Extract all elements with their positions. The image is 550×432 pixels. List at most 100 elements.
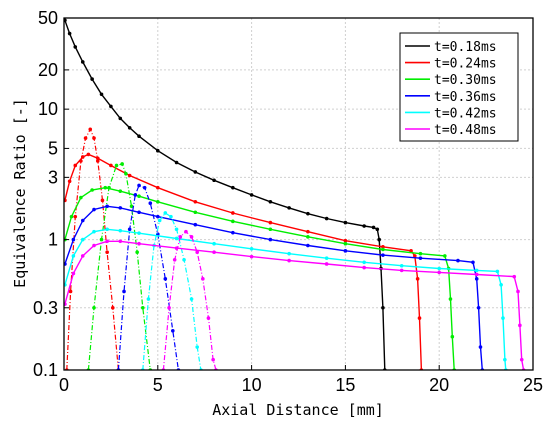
data-point-t-0-42ms: [503, 357, 507, 362]
data-point-t-0-30ms: [99, 237, 104, 242]
data-point-t-0-36ms: [306, 243, 310, 248]
data-point-t-0-42ms: [495, 269, 500, 274]
data-point-t-0-42ms: [137, 231, 141, 235]
data-point-t-0-18ms: [231, 185, 235, 190]
data-point-t-0-48ms: [184, 229, 188, 234]
series-line-t-0-30ms: [64, 186, 455, 370]
data-point-t-0-24ms: [413, 254, 417, 258]
data-point-t-0-30ms: [118, 189, 123, 193]
data-point-t-0-18ms: [174, 160, 179, 165]
data-point-t-0-48ms: [118, 239, 123, 244]
data-point-t-0-42ms: [174, 236, 179, 241]
legend-box: [399, 32, 519, 142]
data-point-t-0-18ms: [90, 77, 94, 81]
series-dashdot-t-0-30ms: [87, 163, 151, 370]
data-point-t-0-30ms: [450, 334, 455, 339]
data-point-t-0-30ms: [124, 171, 128, 176]
legend-entry: t=0.18ms: [434, 40, 497, 55]
data-point-t-0-24ms: [381, 245, 385, 249]
data-point-t-0-24ms: [110, 305, 115, 310]
data-point-t-0-18ms: [99, 92, 104, 97]
y-tick-label: 10: [38, 99, 58, 119]
series-dashdot-t-0-48ms: [162, 230, 217, 370]
data-point-t-0-24ms: [68, 289, 73, 294]
data-point-t-0-24ms: [415, 277, 420, 281]
data-point-t-0-48ms: [518, 323, 522, 328]
y-tick-label: 50: [38, 8, 58, 28]
data-point-t-0-18ms: [118, 116, 123, 121]
data-point-t-0-42ms: [105, 227, 109, 232]
data-point-t-0-18ms: [324, 216, 329, 221]
data-point-t-0-42ms: [501, 316, 505, 320]
data-point-t-0-30ms: [381, 247, 385, 252]
data-point-t-0-42ms: [212, 241, 216, 246]
data-point-t-0-42ms: [195, 345, 199, 349]
y-tick-label: 20: [38, 60, 58, 80]
data-point-t-0-48ms: [474, 272, 479, 277]
data-point-t-0-42ms: [118, 228, 123, 233]
data-point-t-0-36ms: [64, 262, 67, 266]
data-point-t-0-48ms: [211, 357, 215, 362]
data-point-t-0-48ms: [437, 270, 442, 275]
data-point-t-0-42ms: [287, 251, 291, 256]
data-point-t-0-36ms: [381, 253, 385, 257]
data-point-t-0-18ms: [212, 178, 216, 183]
data-point-t-0-42ms: [163, 211, 168, 215]
data-point-t-0-30ms: [137, 194, 141, 199]
data-point-t-0-18ms: [137, 134, 141, 139]
data-point-t-0-24ms: [306, 229, 310, 234]
data-point-t-0-42ms: [71, 254, 76, 258]
data-point-t-0-30ms: [193, 210, 198, 215]
y-axis: 0.1 0.3 1 3 5 10 20 50: [33, 8, 69, 380]
data-point-t-0-48ms: [71, 271, 76, 276]
data-point-t-0-24ms: [193, 199, 198, 204]
data-point-t-0-30ms: [69, 214, 74, 219]
data-point-t-0-36ms: [122, 289, 126, 294]
data-point-t-0-18ms: [64, 18, 67, 23]
data-point-t-0-48ms: [178, 235, 183, 239]
data-point-t-0-36ms: [474, 277, 479, 281]
data-point-t-0-42ms: [437, 266, 442, 271]
data-point-t-0-24ms: [268, 220, 273, 225]
x-tick-label: 5: [153, 375, 163, 395]
x-axis-label: Axial Distance [mm]: [212, 401, 384, 419]
data-point-t-0-48ms: [516, 289, 520, 294]
data-point-t-0-24ms: [86, 152, 91, 157]
data-point-t-0-36ms: [456, 258, 460, 263]
data-point-t-0-24ms: [92, 136, 96, 140]
legend-entry: t=0.24ms: [434, 57, 497, 72]
data-point-t-0-30ms: [140, 305, 145, 310]
data-point-t-0-18ms: [381, 305, 385, 310]
data-point-t-0-36ms: [471, 260, 475, 265]
data-point-t-0-42ms: [92, 229, 96, 234]
data-point-t-0-18ms: [193, 170, 198, 174]
data-point-t-0-42ms: [182, 257, 186, 262]
series-line-t-0-36ms: [64, 205, 483, 370]
data-point-t-0-24ms: [95, 159, 100, 163]
data-point-t-0-24ms: [105, 250, 109, 255]
series-dashdot-t-0-36ms: [117, 184, 179, 370]
data-point-t-0-36ms: [171, 328, 175, 333]
data-point-t-0-24ms: [127, 173, 132, 178]
data-point-t-0-48ms: [92, 243, 96, 248]
data-point-t-0-30ms: [268, 227, 273, 232]
data-point-t-0-48ms: [519, 357, 524, 362]
data-point-t-0-48ms: [287, 258, 291, 263]
x-tick-label: 15: [335, 375, 355, 395]
data-point-t-0-48ms: [174, 246, 179, 250]
y-tick-label: 0.3: [33, 298, 58, 318]
series-line-t-0-18ms: [64, 20, 386, 370]
legend-entry: t=0.30ms: [434, 73, 497, 88]
data-point-t-0-18ms: [371, 225, 376, 230]
data-point-t-0-24ms: [417, 316, 422, 320]
data-point-t-0-18ms: [67, 31, 72, 36]
data-point-t-0-30ms: [231, 219, 235, 224]
data-point-t-0-30ms: [306, 235, 310, 239]
x-tick-label: 20: [429, 375, 449, 395]
series-dashdot-t-0-42ms: [142, 212, 202, 370]
data-point-t-0-24ms: [83, 136, 88, 140]
data-point-t-0-36ms: [105, 204, 109, 209]
data-point-t-0-30ms: [114, 163, 119, 168]
data-point-t-0-24ms: [156, 185, 160, 190]
legend-entry: t=0.36ms: [434, 90, 497, 105]
